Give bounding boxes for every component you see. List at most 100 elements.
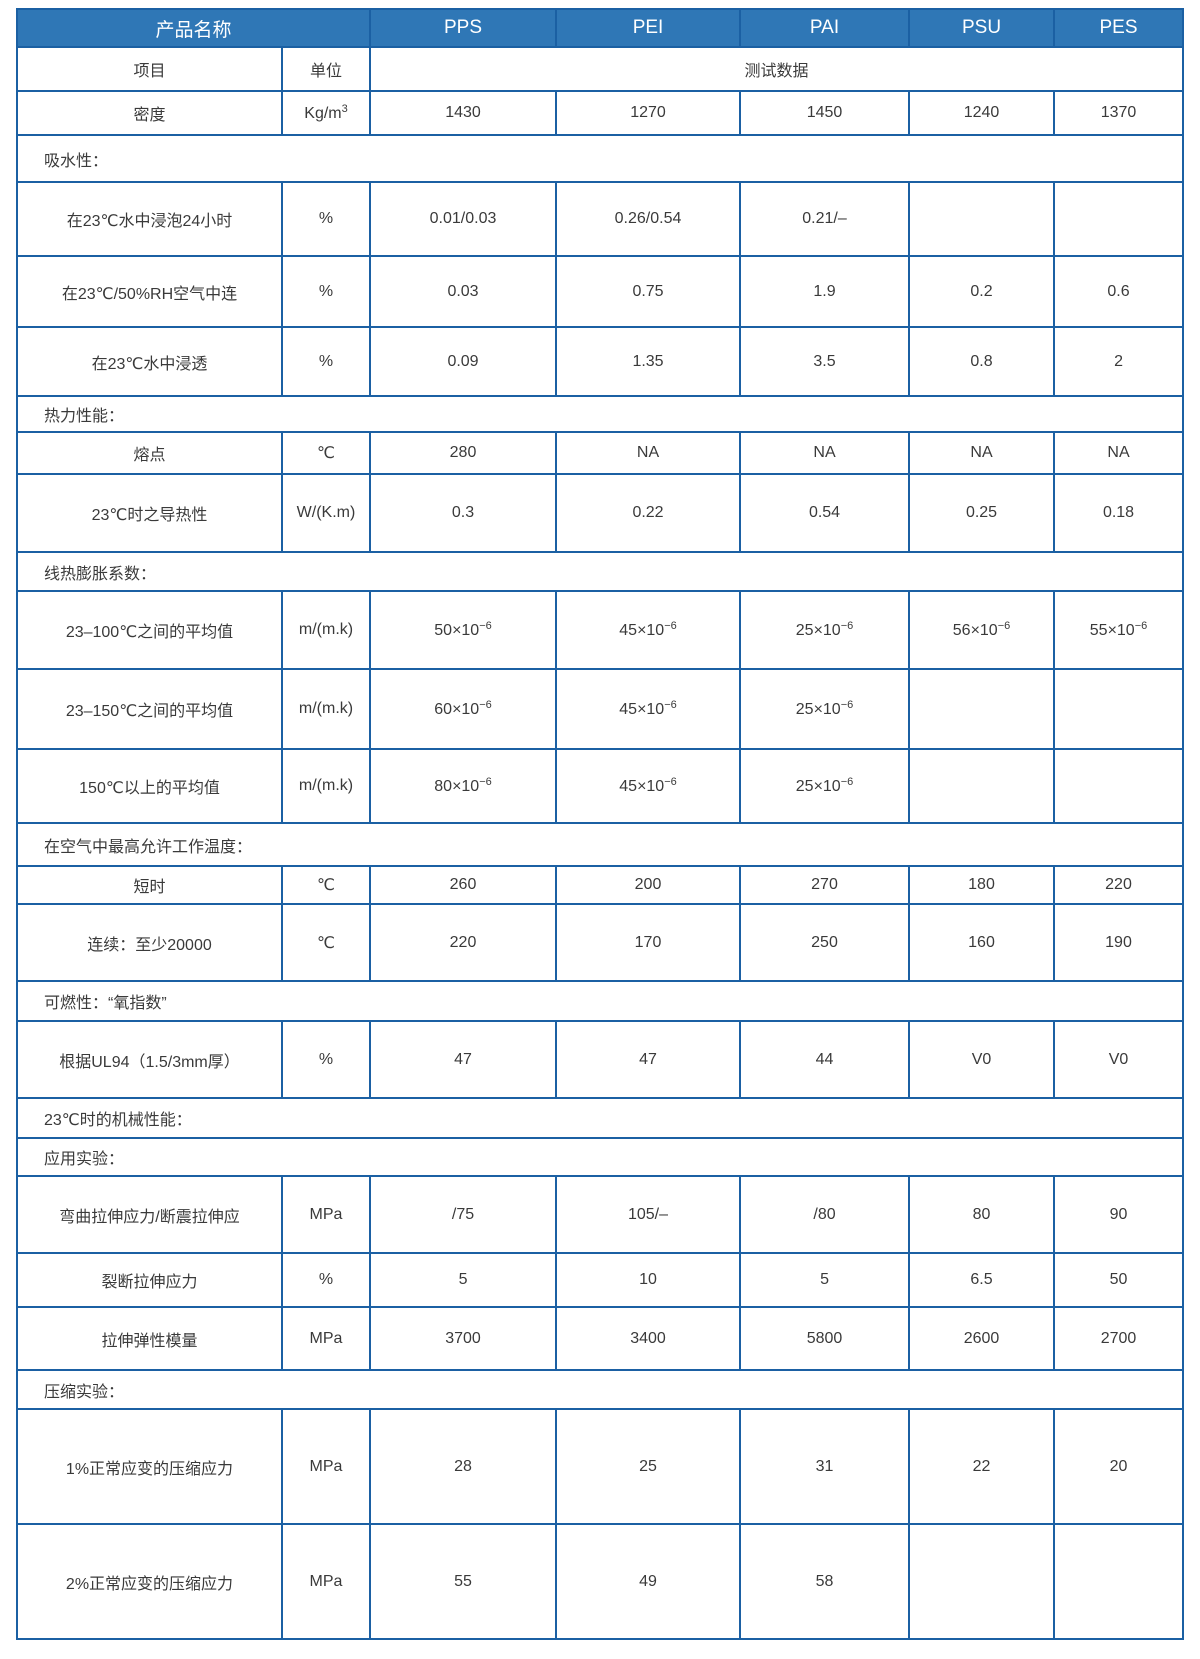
value-cell: 0.21/– xyxy=(739,181,911,257)
unit-cell-text: % xyxy=(318,1271,334,1288)
value-cell-text: /80 xyxy=(813,1205,836,1223)
value-cell-text: 28 xyxy=(454,1457,472,1475)
value-cell-text: 180 xyxy=(968,876,995,893)
value-cell-text: 44 xyxy=(815,1050,834,1068)
value-cell-text: 47 xyxy=(639,1050,657,1068)
unit-cell-text: ℃ xyxy=(317,877,335,894)
unit-cell: MPa xyxy=(280,1175,372,1254)
unit-cell: Kg/m3 xyxy=(280,90,372,136)
property-label: 短时 xyxy=(16,865,283,905)
value-cell: 270 xyxy=(739,865,911,905)
value-cell: 1240 xyxy=(908,90,1056,136)
value-cell-text: 25 xyxy=(639,1457,657,1475)
value-cell-text: 47 xyxy=(454,1050,472,1068)
value-cell-text: NA xyxy=(813,444,836,461)
exponent: −6 xyxy=(664,699,677,711)
value-cell-text: V0 xyxy=(971,1050,992,1068)
value-cell-text: 25×10 xyxy=(795,622,841,639)
value-cell-text: 20 xyxy=(1109,1457,1128,1475)
value-cell: 25×10−6 xyxy=(739,748,911,824)
value-cell: 105/– xyxy=(555,1175,742,1254)
value-cell xyxy=(908,181,1056,257)
section-row: 线热膨胀系数： xyxy=(15,551,1185,592)
section-title: 压缩实验： xyxy=(15,1369,1185,1410)
property-label-text: 根据UL94（1.5/3mm厚） xyxy=(59,1053,240,1071)
unit-cell: % xyxy=(280,1252,372,1308)
value-cell: 2600 xyxy=(908,1306,1056,1371)
value-cell-text: 0.54 xyxy=(808,504,841,521)
value-cell: 190 xyxy=(1053,903,1185,982)
value-cell-text: 2700 xyxy=(1100,1329,1137,1347)
property-label-text: 在23℃水中浸泡24小时 xyxy=(66,213,233,230)
unit-cell-text: % xyxy=(318,352,334,370)
table-row: 裂断拉伸应力% 5 10 5 6.5 50 xyxy=(16,1252,1185,1308)
value-cell-text: 220 xyxy=(1105,876,1132,893)
property-label-text: 在23℃/50%RH空气中连 xyxy=(61,285,238,303)
value-cell xyxy=(1053,748,1185,824)
exponent: −6 xyxy=(1134,620,1148,632)
value-cell xyxy=(1053,181,1185,257)
value-cell: 49 xyxy=(555,1523,742,1640)
value-cell: NA xyxy=(555,431,742,475)
item-header: 项目 xyxy=(16,46,283,92)
value-cell: 0.8 xyxy=(908,326,1056,397)
value-cell: 90 xyxy=(1053,1175,1185,1254)
value-cell: V0 xyxy=(908,1020,1056,1099)
unit-cell-text: ℃ xyxy=(317,445,335,462)
value-cell: 260 xyxy=(369,865,558,905)
value-cell xyxy=(908,748,1056,824)
property-label: 2%正常应变的压缩应力 xyxy=(16,1523,283,1640)
property-label: 根据UL94（1.5/3mm厚） xyxy=(16,1020,283,1099)
test-data-header: 测试数据 xyxy=(369,46,1185,92)
value-cell-text: 200 xyxy=(634,876,662,893)
value-cell: 25×10−6 xyxy=(739,590,911,670)
value-cell-text: 260 xyxy=(449,876,477,893)
section-row: 在空气中最高允许工作温度： xyxy=(15,822,1185,867)
section-row: 应用实验： xyxy=(15,1137,1185,1177)
value-cell-text: 5 xyxy=(820,1271,829,1288)
value-cell-text: 25×10 xyxy=(795,701,841,718)
value-cell: V0 xyxy=(1053,1020,1185,1099)
property-label-text: 2%正常应变的压缩应力 xyxy=(65,1575,234,1593)
value-cell: 6.5 xyxy=(908,1252,1056,1308)
value-cell xyxy=(1053,668,1185,750)
value-cell: 3.5 xyxy=(739,326,911,397)
value-cell-text: 1430 xyxy=(445,104,481,121)
unit-cell-text: % xyxy=(318,282,334,300)
value-cell: 0.25 xyxy=(908,473,1056,553)
value-cell-text: 6.5 xyxy=(970,1271,993,1288)
table-row: 拉伸弹性模量 MPa 3700 3400 5800 2600 2700 xyxy=(16,1306,1185,1371)
table-row: 密度 Kg/m3 1430 1270 1450 1240 1370 xyxy=(16,90,1185,136)
value-cell: /80 xyxy=(739,1175,911,1254)
table-row: 短时 ℃ 260 200 270 180 220 xyxy=(16,865,1185,905)
value-cell: 170 xyxy=(555,903,742,982)
property-label: 密度 xyxy=(16,90,283,136)
value-cell-text: 1.9 xyxy=(813,282,836,300)
value-cell-text: 0.3 xyxy=(451,504,475,521)
unit-cell: m/(m.k) xyxy=(280,590,372,670)
property-label: 熔点 xyxy=(16,431,283,475)
unit-cell: ℃ xyxy=(280,431,372,475)
value-cell-text: 1450 xyxy=(806,104,843,121)
value-cell-text: 56×10 xyxy=(952,622,998,639)
exponent: −6 xyxy=(479,776,492,788)
property-label: 在23℃水中浸透 xyxy=(16,326,283,397)
value-cell-text: 160 xyxy=(968,933,995,951)
value-cell: NA xyxy=(908,431,1056,475)
exponent: −6 xyxy=(997,620,1011,632)
section-title: 应用实验： xyxy=(15,1137,1185,1177)
exponent: −6 xyxy=(840,776,854,788)
property-label: 在23℃/50%RH空气中连 xyxy=(16,255,283,328)
value-cell: 0.03 xyxy=(369,255,558,328)
material-header: PAI xyxy=(739,8,911,48)
value-cell: 0.09 xyxy=(369,326,558,397)
section-title: 吸水性： xyxy=(15,134,1185,183)
value-cell: 45×10−6 xyxy=(555,668,742,750)
property-label: 150℃以上的平均值 xyxy=(16,748,283,824)
value-cell-text: 58 xyxy=(815,1572,834,1590)
unit-cell: % xyxy=(280,255,372,328)
value-cell-text: 1270 xyxy=(630,104,666,121)
value-cell-text: 55×10 xyxy=(1089,622,1135,639)
value-cell: 80 xyxy=(908,1175,1056,1254)
value-cell-text: 80×10 xyxy=(434,778,480,795)
